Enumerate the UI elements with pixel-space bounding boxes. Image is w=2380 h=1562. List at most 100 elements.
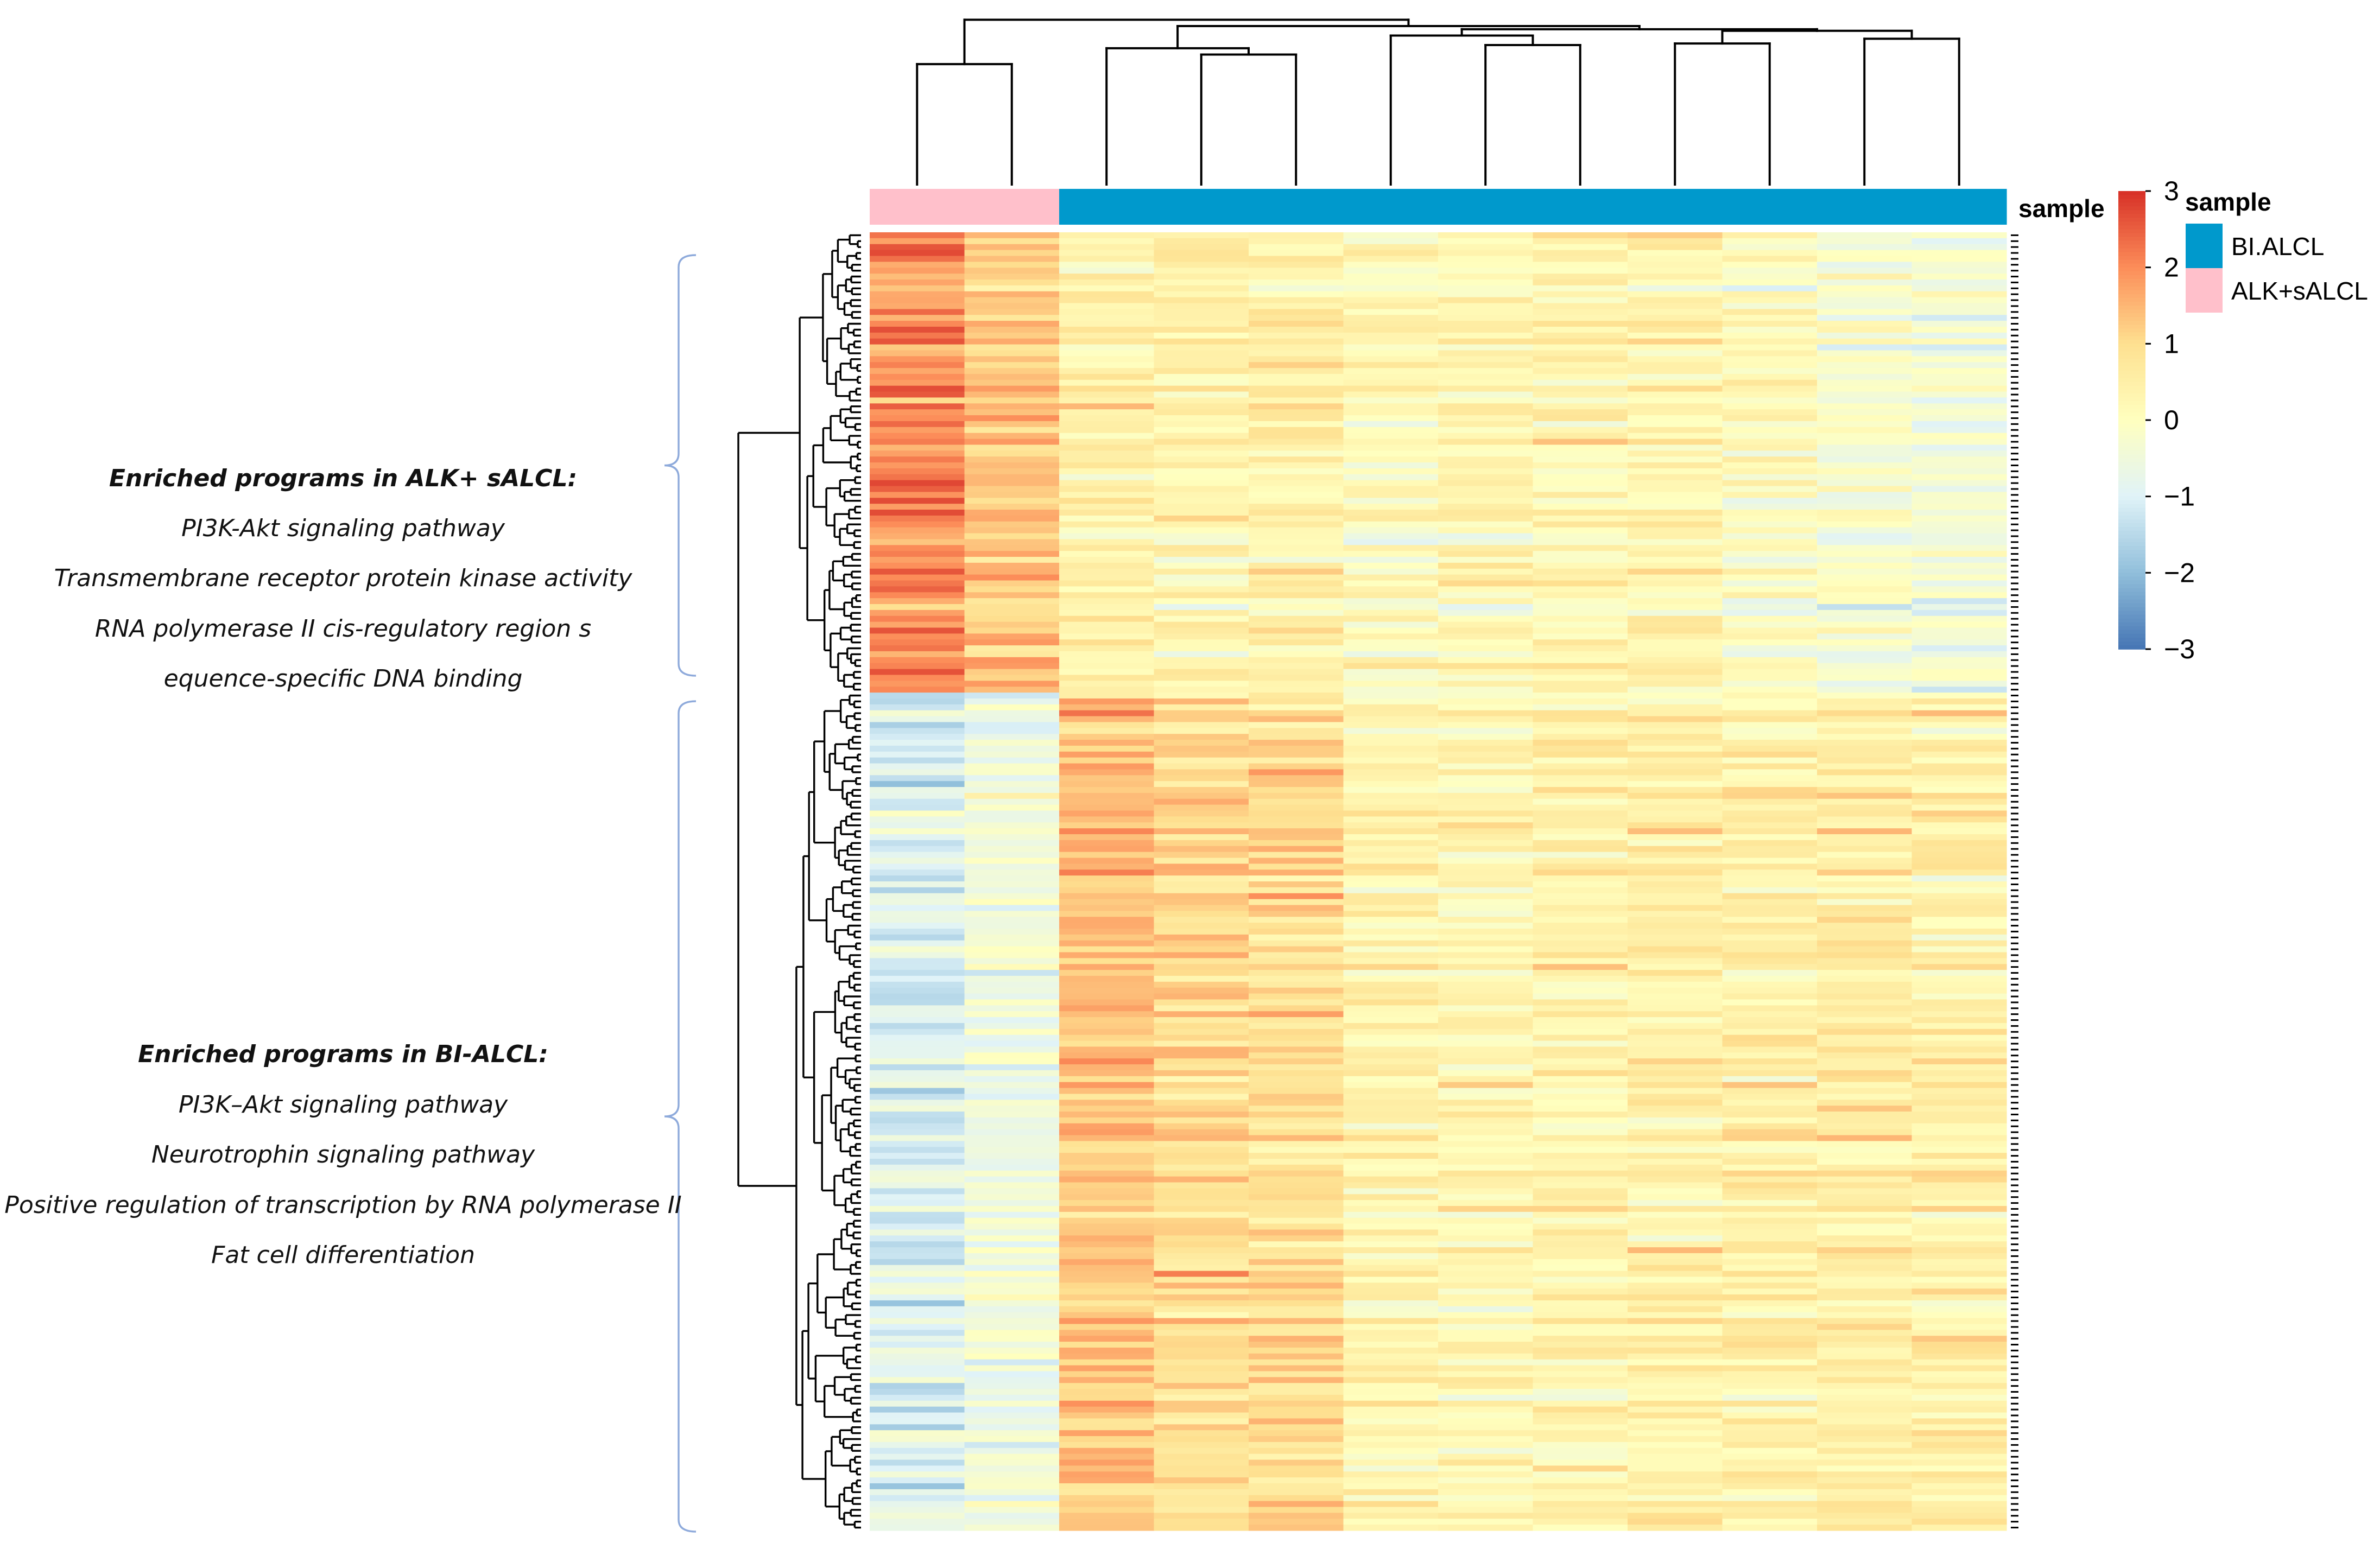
heatmap-cell xyxy=(870,687,965,693)
heatmap-cell xyxy=(1628,291,1723,298)
heatmap-cell xyxy=(1249,1188,1344,1195)
heatmap-cell xyxy=(1438,504,1534,510)
heatmap-cell xyxy=(1059,1394,1155,1401)
heatmap-cell xyxy=(1343,1312,1439,1319)
heatmap-cell xyxy=(1249,669,1344,676)
heatmap-cell xyxy=(1154,303,1249,309)
heatmap-cell xyxy=(964,580,1060,587)
heatmap-cell xyxy=(1628,1229,1723,1236)
heatmap-cell xyxy=(1911,757,2007,764)
heatmap-cell xyxy=(1154,1153,1249,1159)
heatmap-cell xyxy=(1249,1318,1344,1325)
heatmap-cell xyxy=(1154,1147,1249,1153)
heatmap-cell xyxy=(1438,657,1534,664)
heatmap-cell xyxy=(1059,580,1155,587)
heatmap-cell xyxy=(964,775,1060,782)
heatmap-cell xyxy=(1533,551,1628,557)
heatmap-cell xyxy=(1438,964,1534,970)
heatmap-cell xyxy=(964,1058,1060,1065)
heatmap-cell xyxy=(870,881,965,888)
heatmap-cell xyxy=(1059,657,1155,664)
heatmap-cell xyxy=(1249,515,1344,522)
heatmap-cell xyxy=(1249,439,1344,446)
heatmap-cell xyxy=(1722,881,1818,888)
heatmap-cell xyxy=(1154,421,1249,428)
heatmap-cell xyxy=(1343,344,1439,351)
heatmap-cell xyxy=(1533,716,1628,723)
heatmap-cell xyxy=(1628,1164,1723,1171)
heatmap-cell xyxy=(1438,669,1534,676)
colorbar-segment xyxy=(2118,244,2145,249)
heatmap-cell xyxy=(1059,934,1155,941)
heatmap-cell xyxy=(1817,1353,1913,1360)
heatmap-cell xyxy=(964,609,1060,617)
heatmap-cell xyxy=(1154,1117,1249,1124)
heatmap-cell xyxy=(870,627,965,634)
heatmap-cell xyxy=(1249,1223,1344,1230)
heatmap-cell xyxy=(1628,1182,1723,1189)
heatmap-cell xyxy=(1343,958,1439,964)
heatmap-cell xyxy=(1249,787,1344,793)
heatmap-cell xyxy=(1249,940,1344,947)
heatmap-cell xyxy=(1817,397,1913,404)
heatmap-cell xyxy=(1343,1017,1439,1024)
heatmap-cell xyxy=(1533,385,1628,392)
heatmap-cell xyxy=(1533,1005,1628,1012)
heatmap-cell xyxy=(1533,527,1628,534)
heatmap-cell xyxy=(870,321,965,327)
heatmap-cell xyxy=(964,1229,1060,1236)
heatmap-cell xyxy=(964,917,1060,923)
heatmap-cell xyxy=(1817,1259,1913,1266)
heatmap-cell xyxy=(870,981,965,988)
heatmap-cell xyxy=(1154,657,1249,664)
heatmap-cell xyxy=(870,403,965,410)
heatmap-cell xyxy=(1533,1241,1628,1248)
heatmap-cell xyxy=(1722,1100,1818,1106)
annotation-cell-S11 xyxy=(1817,189,1913,225)
heatmap-cell xyxy=(1911,1076,2007,1083)
heatmap-cell xyxy=(1438,1094,1534,1100)
heatmap-cell xyxy=(1628,1082,1723,1089)
heatmap-cell xyxy=(1911,970,2007,976)
heatmap-cell xyxy=(870,781,965,788)
colorbar-segment xyxy=(2118,294,2145,299)
heatmap-cell xyxy=(1154,1471,1249,1478)
heatmap-cell xyxy=(1249,1147,1344,1153)
heatmap-cell xyxy=(1343,1459,1439,1466)
heatmap-cell xyxy=(1817,757,1913,764)
heatmap-cell xyxy=(1628,1100,1723,1106)
heatmap-cell xyxy=(1059,981,1155,988)
heatmap-cell xyxy=(1628,1070,1723,1077)
heatmap-cell xyxy=(1722,1495,1818,1502)
heatmap-cell xyxy=(1722,940,1818,947)
heatmap-cell xyxy=(1533,1182,1628,1189)
heatmap-cell xyxy=(1059,663,1155,670)
heatmap-cell xyxy=(870,326,965,333)
heatmap-cell xyxy=(870,740,965,746)
heatmap-cell xyxy=(1059,238,1155,245)
heatmap-cell xyxy=(1249,510,1344,516)
heatmap-cell xyxy=(1817,745,1913,752)
heatmap-cell xyxy=(1911,1094,2007,1100)
heatmap-cell xyxy=(1911,274,2007,280)
heatmap-cell xyxy=(1628,792,1723,799)
heatmap-cell xyxy=(964,1312,1060,1319)
heatmap-cell xyxy=(1817,574,1913,581)
heatmap-cell xyxy=(1438,740,1534,746)
heatmap-cell xyxy=(1343,928,1439,935)
heatmap-cell xyxy=(1722,621,1818,628)
heatmap-cell xyxy=(1628,798,1723,805)
colorbar-segment xyxy=(2118,526,2145,531)
heatmap-cell xyxy=(964,1064,1060,1071)
heatmap-cell xyxy=(1249,1253,1344,1260)
heatmap-cell xyxy=(1249,633,1344,640)
heatmap-cell xyxy=(964,693,1060,699)
heatmap-cell xyxy=(964,604,1060,611)
heatmap-cell xyxy=(1438,421,1534,428)
heatmap-cell xyxy=(1628,905,1723,911)
heatmap-cell xyxy=(1911,798,2007,805)
heatmap-cell xyxy=(1817,993,1913,1000)
heatmap-cell xyxy=(1249,1070,1344,1077)
heatmap-cell xyxy=(1533,326,1628,333)
heatmap-cell xyxy=(1628,285,1723,292)
